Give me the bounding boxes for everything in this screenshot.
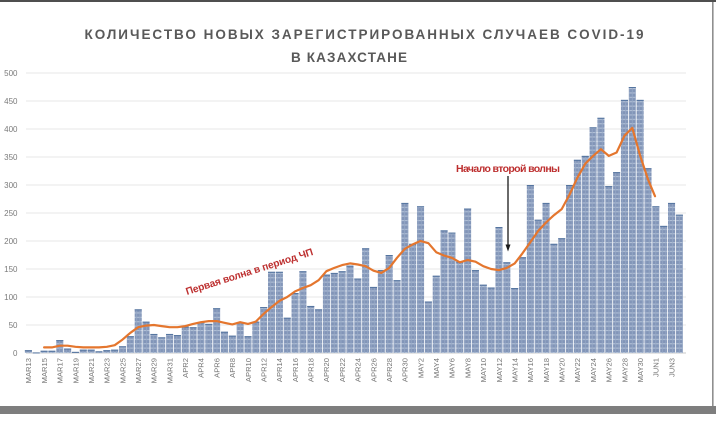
svg-text:JUN3: JUN3 [667,358,676,377]
svg-text:MAR23: MAR23 [103,358,112,383]
svg-text:MAY8: MAY8 [463,358,472,378]
svg-text:APR26: APR26 [369,358,378,382]
svg-text:50: 50 [9,321,18,330]
svg-text:MAY22: MAY22 [573,358,582,382]
svg-text:APR12: APR12 [260,358,269,382]
svg-text:APR22: APR22 [338,358,347,382]
svg-text:MAR21: MAR21 [87,358,96,383]
svg-text:MAY4: MAY4 [432,358,441,378]
svg-text:Начало второй волны: Начало второй волны [456,163,560,175]
svg-text:200: 200 [4,237,18,246]
svg-text:APR2: APR2 [181,358,190,378]
svg-text:300: 300 [4,181,18,190]
svg-text:0: 0 [13,349,18,358]
svg-text:MAY14: MAY14 [511,358,520,382]
svg-text:APR16: APR16 [291,358,300,382]
svg-text:MAY18: MAY18 [542,358,551,382]
svg-text:В КАЗАХСТАНЕ: В КАЗАХСТАНЕ [291,50,407,65]
svg-text:APR28: APR28 [385,358,394,382]
svg-text:MAY2: MAY2 [416,358,425,378]
svg-text:MAY20: MAY20 [558,358,567,382]
svg-text:JUN1: JUN1 [652,358,661,377]
svg-text:MAR15: MAR15 [40,358,49,383]
svg-text:MAR31: MAR31 [165,358,174,383]
svg-text:MAR13: MAR13 [24,358,33,383]
svg-text:MAY10: MAY10 [479,358,488,382]
svg-text:APR18: APR18 [307,358,316,382]
svg-text:400: 400 [4,125,18,134]
svg-text:MAR17: MAR17 [56,358,65,383]
svg-text:MAY12: MAY12 [495,358,504,382]
svg-text:450: 450 [4,97,18,106]
svg-text:КОЛИЧЕСТВО НОВЫХ ЗАРЕГИСТРИРОВ: КОЛИЧЕСТВО НОВЫХ ЗАРЕГИСТРИРОВАННЫХ СЛУЧ… [85,27,644,42]
svg-text:100: 100 [4,293,18,302]
svg-text:APR10: APR10 [244,358,253,382]
svg-text:MAY28: MAY28 [620,358,629,382]
svg-text:APR24: APR24 [354,358,363,382]
svg-text:APR30: APR30 [401,358,410,382]
svg-text:MAR27: MAR27 [134,358,143,383]
svg-text:MAY16: MAY16 [526,358,535,382]
svg-text:MAY26: MAY26 [605,358,614,382]
svg-text:250: 250 [4,209,18,218]
svg-text:350: 350 [4,153,18,162]
svg-text:MAY24: MAY24 [589,358,598,382]
svg-text:MAR29: MAR29 [150,358,159,383]
svg-text:APR6: APR6 [212,358,221,378]
svg-text:APR4: APR4 [197,358,206,378]
svg-text:150: 150 [4,265,18,274]
svg-text:500: 500 [4,69,18,78]
svg-text:MAR19: MAR19 [71,358,80,383]
svg-text:APR8: APR8 [228,358,237,378]
svg-text:MAY6: MAY6 [448,358,457,378]
svg-text:APR14: APR14 [275,358,284,382]
svg-text:MAY30: MAY30 [636,358,645,382]
svg-text:APR20: APR20 [322,358,331,382]
svg-text:MAR25: MAR25 [118,358,127,383]
